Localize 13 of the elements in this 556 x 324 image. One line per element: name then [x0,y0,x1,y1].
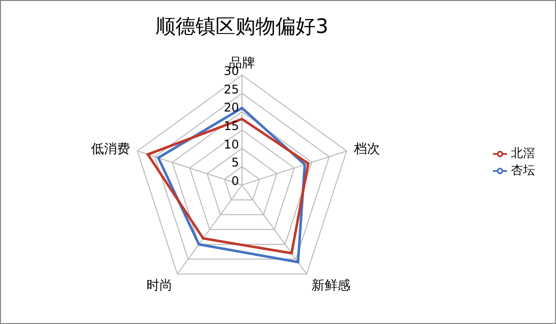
y-tick-label: 20 [224,100,239,115]
legend-label: 北滘 [511,146,535,160]
spoke-label: 新鲜感 [311,278,350,294]
y-tick-label: 25 [224,82,239,96]
y-tick-label: 0 [231,174,239,188]
spoke-label: 档次 [353,142,380,158]
chart-title: 顺德镇区购物偏好3 [154,13,330,40]
y-tick-label: 5 [231,156,239,170]
spoke-label: 时尚 [146,278,173,294]
y-tick-label: 10 [224,137,239,152]
spoke-label: 低消费 [90,142,130,158]
legend-label: 杏坛 [511,163,535,177]
y-tick-label: 15 [224,119,239,133]
